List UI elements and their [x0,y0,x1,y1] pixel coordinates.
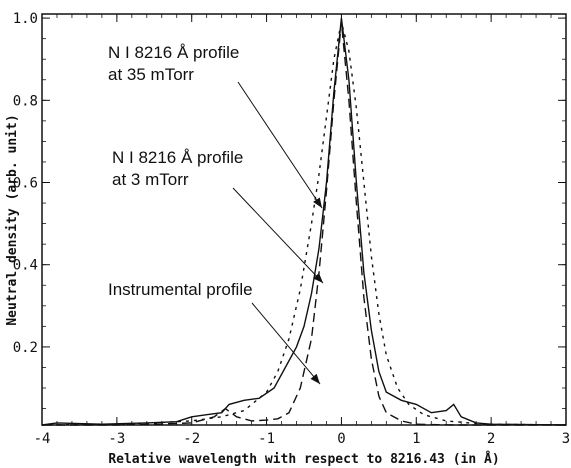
series-group [41,18,567,426]
annotation-arrowhead [313,273,323,283]
y-tick-label: 1.0 [13,11,38,27]
annotation-text: at 3 mTorr [112,170,189,189]
annotation-text: at 35 mTorr [108,65,194,84]
y-tick-label: 0.8 [13,93,38,109]
x-tick-label: -3 [108,431,125,447]
annotation-arrow-line [237,81,323,209]
y-tick-label: 0.4 [13,258,38,274]
annotations: N I 8216 Å profile at 35 mTorr N I 8216 Å … [108,43,324,385]
annotation-text: N I 8216 Å profile [108,43,239,62]
y-tick-label: 0.6 [13,176,38,192]
annotation-arrow-line [251,302,321,385]
y-tick-label: 0.2 [13,340,38,356]
x-tick-label: 1 [412,431,420,447]
annotation-arrowhead [310,373,320,384]
annotation-text: Instrumental profile [108,280,253,299]
annotation-arrowhead [313,197,322,208]
annotation-text: N I 8216 Å profile [112,148,243,167]
annotation-arrow-line [232,187,324,284]
y-axis-label: Neutral density (arb. unit) [5,114,20,325]
x-axis-label: Relative wavelength with respect to 8216… [108,451,499,467]
x-tick-label: -4 [34,431,51,447]
x-tick-label: 2 [487,431,495,447]
x-tick-label: -2 [183,431,200,447]
series-line-instrumental-profile [42,22,566,426]
x-tick-label: -1 [258,431,275,447]
x-tick-label: 0 [337,431,345,447]
x-tick-label: 3 [562,431,570,447]
ticks: -4 -3 -2 -1 0 1 2 3 0.2 0.4 0.6 0.8 1.0 [13,11,571,447]
plot-frame [41,13,567,426]
